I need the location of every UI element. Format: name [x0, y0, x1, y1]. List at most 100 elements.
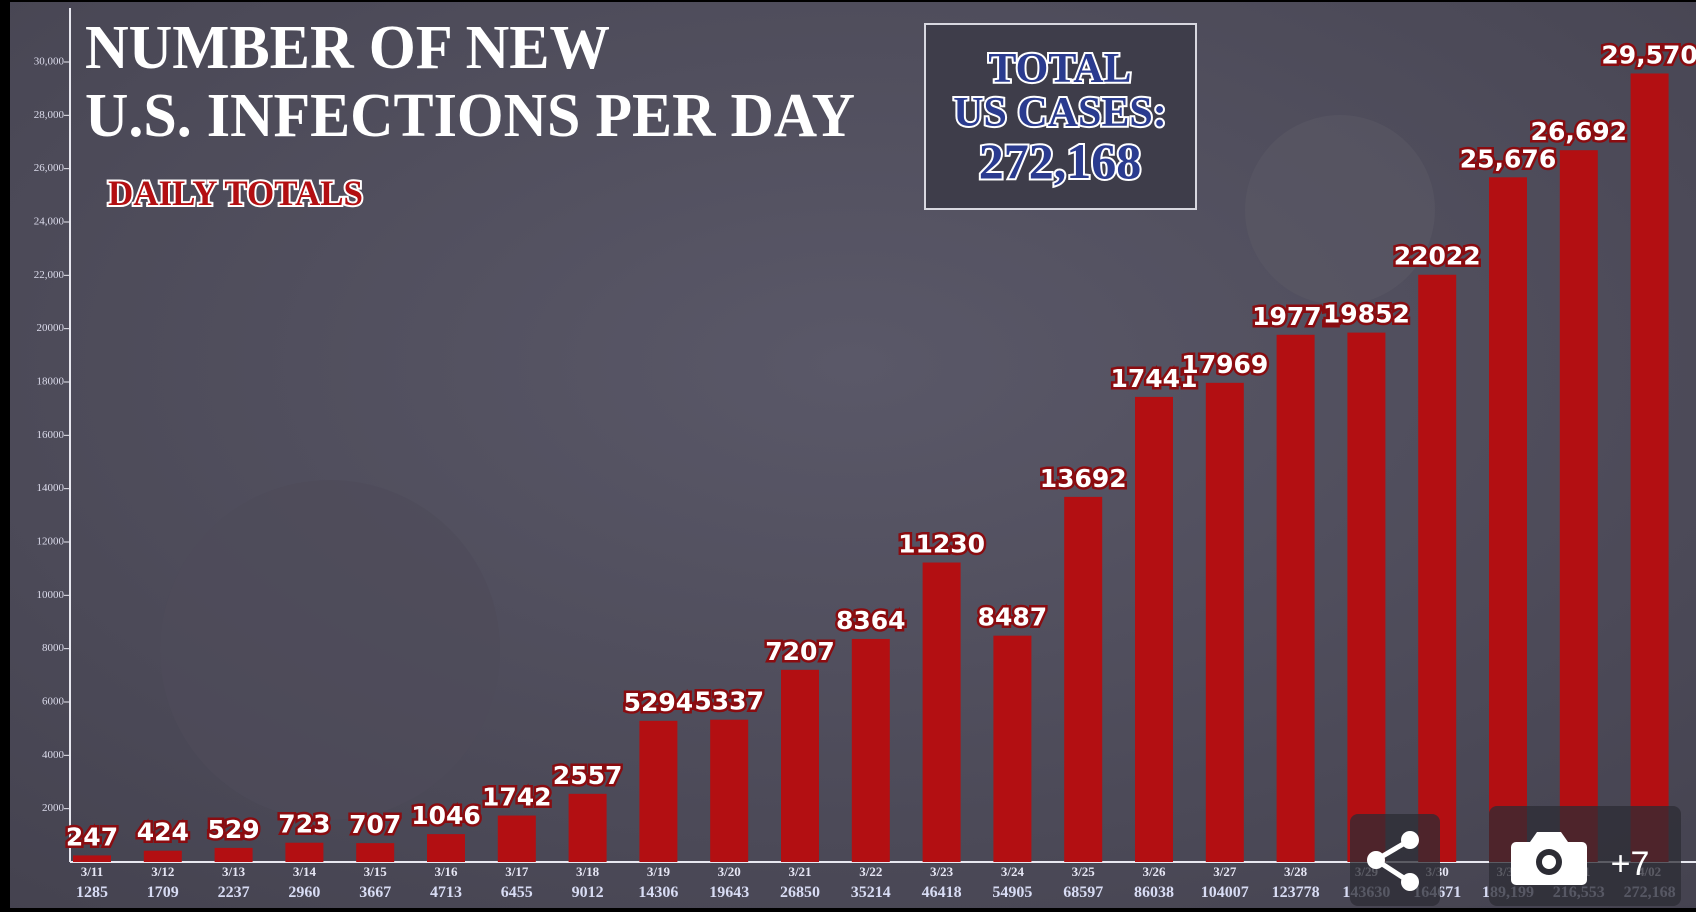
value-label: 1046	[411, 801, 481, 830]
y-tick-label: 24,000	[34, 216, 65, 228]
value-label: 29,570	[1601, 40, 1696, 69]
virus-decoration	[1245, 115, 1435, 305]
share-button[interactable]	[1350, 814, 1440, 906]
x-tick-label: 3/26	[1142, 864, 1166, 879]
x-tick-label: 3/12	[151, 864, 174, 879]
y-tick-label: 22,000	[34, 269, 65, 281]
bar	[73, 855, 111, 862]
cumulative-total: 19643	[709, 884, 749, 901]
x-tick-label: 3/25	[1072, 864, 1096, 879]
value-label: 5337	[694, 687, 764, 716]
cumulative-total: 26850	[780, 884, 820, 901]
cumulative-total: 68597	[1063, 884, 1103, 901]
x-tick-label: 3/17	[505, 864, 529, 879]
value-label: 17969	[1181, 350, 1268, 379]
value-label: 247	[66, 822, 118, 851]
y-tick-label: 26,000	[34, 162, 65, 174]
bar	[923, 563, 961, 862]
bar	[1206, 383, 1244, 862]
cumulative-total: 6455	[501, 884, 533, 901]
cumulative-total: 9012	[572, 884, 604, 901]
y-tick-label: 10000	[37, 589, 65, 601]
photo-count: +7	[1611, 845, 1650, 883]
cumulative-total: 2237	[218, 884, 250, 901]
bar	[356, 843, 394, 862]
y-tick-label: 28,000	[34, 109, 65, 121]
x-tick-label: 3/28	[1284, 864, 1308, 879]
x-tick-label: 3/21	[788, 864, 811, 879]
chart-title: U.S. INFECTIONS PER DAY	[85, 82, 855, 150]
cumulative-total: 14306	[638, 884, 678, 901]
x-tick-label: 3/19	[647, 864, 671, 879]
bar	[781, 670, 819, 862]
y-tick-label: 8000	[42, 642, 65, 654]
value-label: 13692	[1040, 464, 1127, 493]
bar	[1489, 177, 1527, 862]
cumulative-total: 2960	[288, 884, 320, 901]
y-tick-label: 2000	[42, 802, 65, 814]
chart: NUMBER OF NEW U.S. INFECTIONS PER DAY DA…	[0, 0, 1696, 912]
y-tick-label: 18000	[37, 376, 65, 388]
bar	[710, 720, 748, 862]
cumulative-total: 1285	[76, 884, 108, 901]
total-box-label: TOTAL	[988, 46, 1131, 92]
cumulative-total: 35214	[851, 884, 891, 901]
subtitle: DAILY TOTALS	[108, 173, 363, 213]
y-tick-label: 4000	[42, 749, 65, 761]
bar	[1064, 497, 1102, 862]
chart-title: NUMBER OF NEW	[85, 14, 610, 82]
cumulative-total: 54905	[992, 884, 1032, 901]
x-tick-label: 3/11	[81, 864, 103, 879]
x-tick-label: 3/18	[576, 864, 600, 879]
value-label: 5294	[624, 688, 694, 717]
camera-icon	[1542, 855, 1556, 869]
bar	[1418, 275, 1456, 862]
y-tick-label: 14000	[37, 482, 65, 494]
bar	[285, 843, 323, 862]
bar	[569, 794, 607, 862]
y-tick-label: 12000	[37, 536, 65, 548]
x-tick-label: 3/23	[930, 864, 954, 879]
value-label: 11230	[898, 530, 985, 559]
gallery-button[interactable]: +7	[1489, 806, 1681, 906]
cumulative-total: 4713	[430, 884, 462, 901]
value-label: 1742	[482, 783, 552, 812]
x-tick-label: 3/16	[434, 864, 458, 879]
x-tick-label: 3/13	[222, 864, 246, 879]
value-label: 19852	[1323, 300, 1410, 329]
total-box-label: US CASES:	[953, 90, 1167, 136]
y-tick-label: 6000	[42, 696, 65, 708]
total-box-value: 272,168	[979, 133, 1142, 189]
value-label: 2557	[553, 761, 623, 790]
value-label: 7207	[765, 637, 835, 666]
bar	[1560, 150, 1598, 862]
x-tick-label: 3/24	[1001, 864, 1025, 879]
cumulative-total: 46418	[922, 884, 962, 901]
value-label: 22022	[1394, 242, 1481, 271]
x-tick-label: 3/27	[1213, 864, 1237, 879]
value-label: 723	[278, 810, 330, 839]
value-label: 26,692	[1531, 117, 1627, 146]
value-label: 8364	[836, 606, 906, 635]
bar	[852, 639, 890, 862]
cumulative-total: 3667	[359, 884, 391, 901]
y-tick-label: 30,000	[34, 56, 65, 68]
x-tick-label: 3/20	[718, 864, 741, 879]
x-tick-label: 3/14	[293, 864, 317, 879]
bar	[993, 636, 1031, 862]
value-label: 424	[137, 818, 189, 847]
bar	[144, 851, 182, 862]
bar	[498, 816, 536, 862]
value-label: 529	[208, 815, 260, 844]
bar	[1277, 335, 1315, 862]
x-tick-label: 3/22	[859, 864, 882, 879]
value-label: 707	[349, 810, 401, 839]
cumulative-total: 86038	[1134, 884, 1174, 901]
bar	[427, 834, 465, 862]
x-tick-label: 3/15	[364, 864, 388, 879]
bar	[639, 721, 677, 862]
cumulative-total: 123778	[1272, 884, 1320, 901]
share-button-bg[interactable]	[1350, 814, 1440, 906]
cumulative-total: 104007	[1201, 884, 1249, 901]
virus-decoration	[160, 480, 500, 820]
